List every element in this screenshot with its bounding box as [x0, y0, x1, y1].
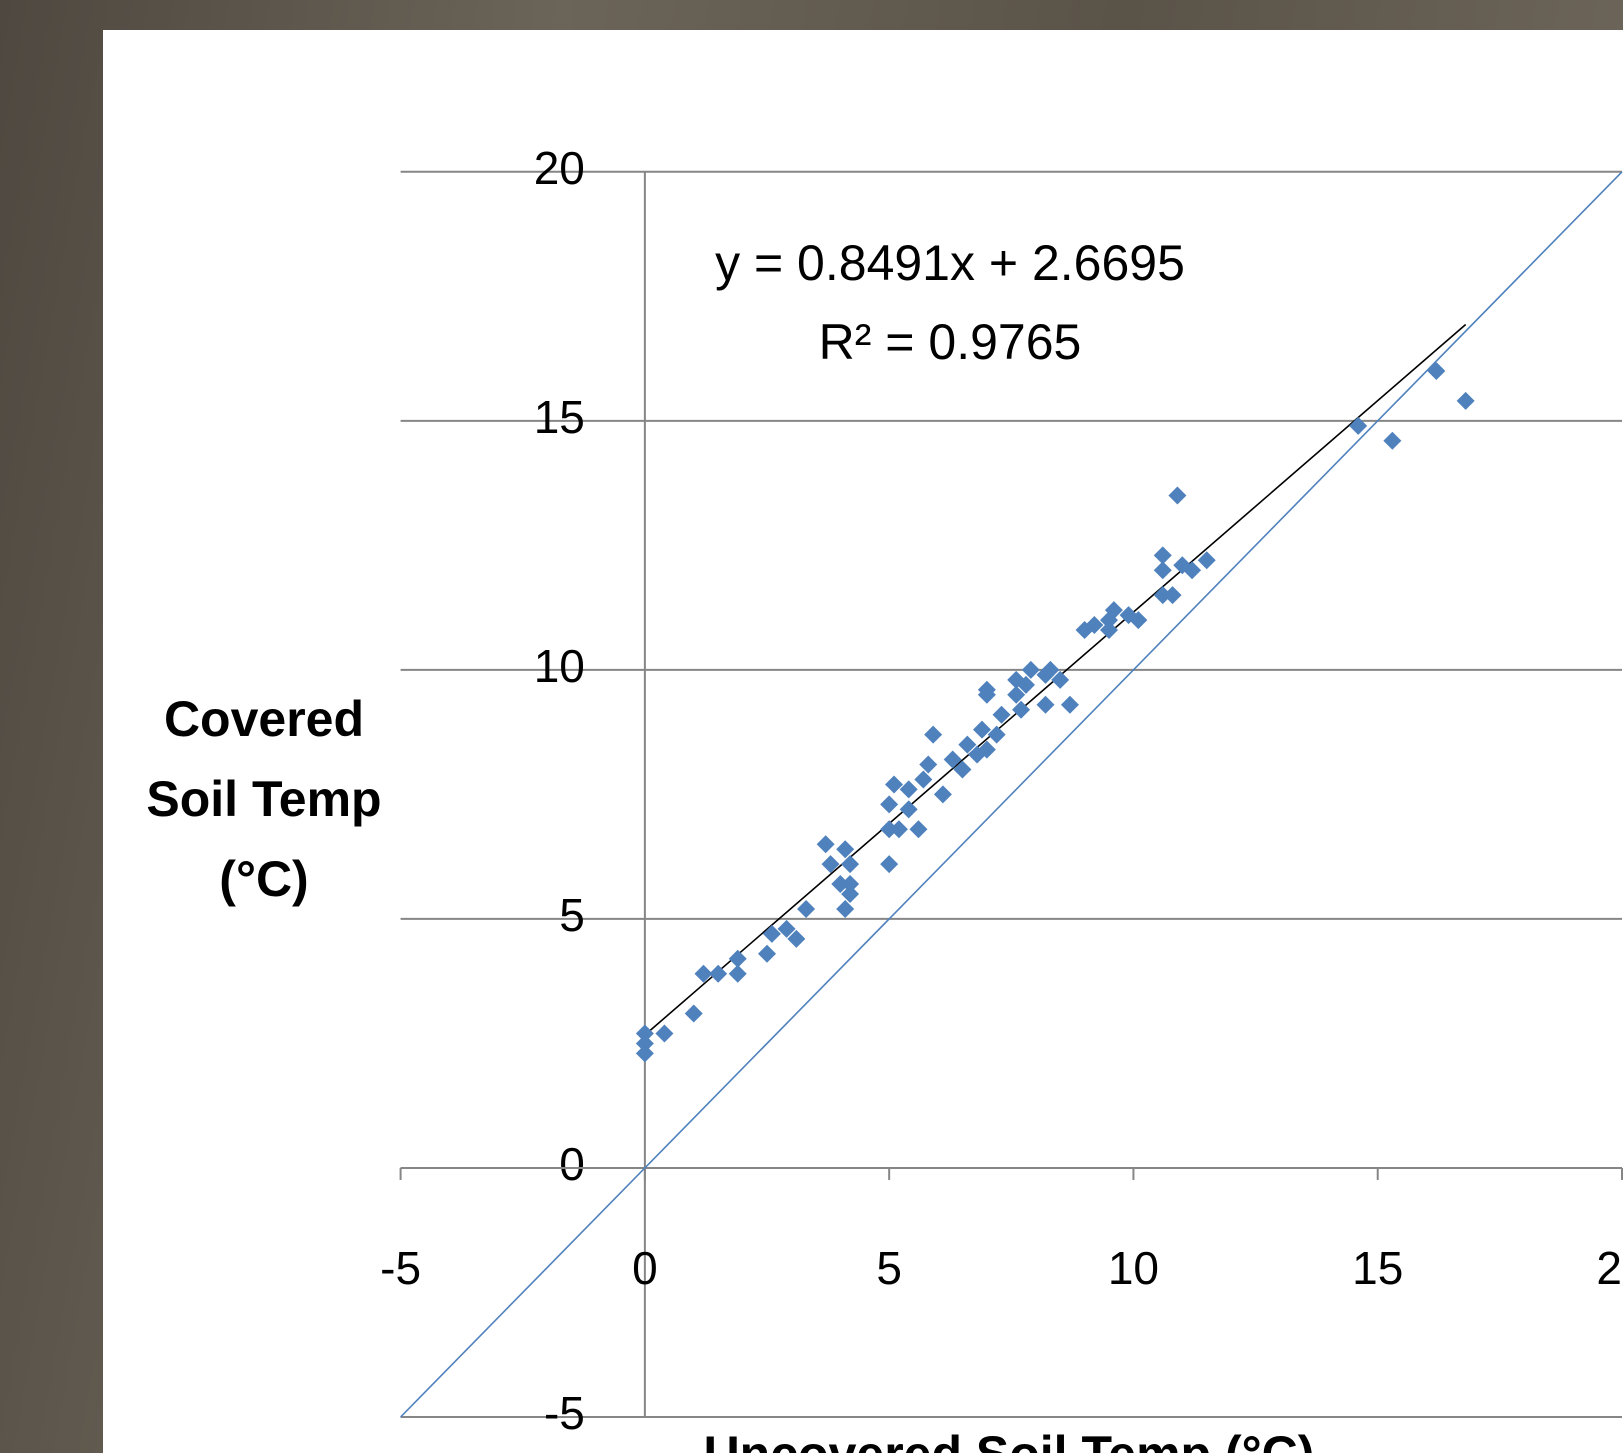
- data-point: [914, 770, 933, 789]
- data-point: [1085, 616, 1104, 635]
- x-axis-title: Uncovered Soil Temp (°C): [704, 1426, 1315, 1453]
- trend-r2: R² = 0.9765: [819, 314, 1082, 370]
- data-point: [899, 800, 918, 819]
- data-point: [919, 755, 938, 774]
- data-point: [899, 780, 918, 799]
- data-point: [1036, 695, 1055, 714]
- data-point: [709, 964, 728, 983]
- data-point: [841, 855, 860, 874]
- trend-equation: y = 0.8491x + 2.6695: [715, 235, 1185, 291]
- data-point: [977, 685, 996, 704]
- identity-line: [400, 171, 1623, 1418]
- data-point: [1456, 391, 1475, 410]
- data-point: [684, 1004, 703, 1023]
- data-point: [1427, 362, 1446, 381]
- y-tick-label: -5: [544, 1387, 585, 1439]
- data-point: [943, 750, 962, 769]
- data-point: [880, 855, 899, 874]
- data-point: [880, 820, 899, 839]
- data-point: [1183, 561, 1202, 580]
- data-point: [1153, 546, 1172, 565]
- data-point: [1041, 660, 1060, 679]
- x-tick-label: 10: [1108, 1242, 1159, 1294]
- x-tick-label: 0: [632, 1242, 658, 1294]
- data-point: [1051, 670, 1070, 689]
- data-point: [1163, 586, 1182, 605]
- data-point: [841, 885, 860, 904]
- x-tick-label: 5: [876, 1242, 902, 1294]
- data-point: [1129, 611, 1148, 630]
- data-point: [1016, 675, 1035, 694]
- data-point: [777, 919, 796, 938]
- y-tick-label: 15: [534, 391, 585, 443]
- data-point: [880, 795, 899, 814]
- y-axis-title: Covered Soil Temp (°C): [146, 691, 382, 907]
- data-point: [635, 1044, 654, 1063]
- data-point: [816, 835, 835, 854]
- data-point: [694, 964, 713, 983]
- data-point: [1100, 621, 1119, 640]
- data-point: [728, 949, 747, 968]
- data-point: [885, 775, 904, 794]
- x-tick-label: -5: [380, 1242, 421, 1294]
- x-tick-label: 15: [1352, 1242, 1403, 1294]
- data-point: [1168, 486, 1187, 505]
- data-point: [762, 924, 781, 943]
- data-point: [1383, 431, 1402, 450]
- data-point: [1153, 586, 1172, 605]
- y-tick-label: 0: [559, 1138, 585, 1190]
- data-point: [953, 760, 972, 779]
- data-point: [972, 720, 991, 739]
- y-tick-label: 20: [534, 142, 585, 194]
- data-point: [821, 855, 840, 874]
- data-point: [1197, 551, 1216, 570]
- data-point: [841, 875, 860, 894]
- data-point: [909, 820, 928, 839]
- data-point: [992, 705, 1011, 724]
- data-point: [1104, 601, 1123, 620]
- data-point: [933, 785, 952, 804]
- data-point: [635, 1024, 654, 1043]
- data-point: [655, 1024, 674, 1043]
- chart-panel: [103, 30, 1623, 1453]
- data-point: [836, 899, 855, 918]
- data-point: [758, 944, 777, 963]
- y-tick-label: 5: [559, 889, 585, 941]
- data-point: [924, 725, 943, 744]
- data-point: [987, 725, 1006, 744]
- data-point: [728, 964, 747, 983]
- y-tick-label: 10: [534, 640, 585, 692]
- data-point: [1153, 561, 1172, 580]
- data-point: [1060, 695, 1079, 714]
- data-point: [1021, 660, 1040, 679]
- data-point: [889, 820, 908, 839]
- data-point: [1012, 700, 1031, 719]
- data-point: [797, 899, 816, 918]
- data-point: [836, 840, 855, 859]
- data-point: [635, 1034, 654, 1053]
- data-point: [1349, 416, 1368, 435]
- x-tick-label: 20: [1596, 1242, 1623, 1294]
- data-point: [977, 740, 996, 759]
- data-point: [1007, 685, 1026, 704]
- data-point: [958, 735, 977, 754]
- data-point: [787, 929, 806, 948]
- data-point: [831, 875, 850, 894]
